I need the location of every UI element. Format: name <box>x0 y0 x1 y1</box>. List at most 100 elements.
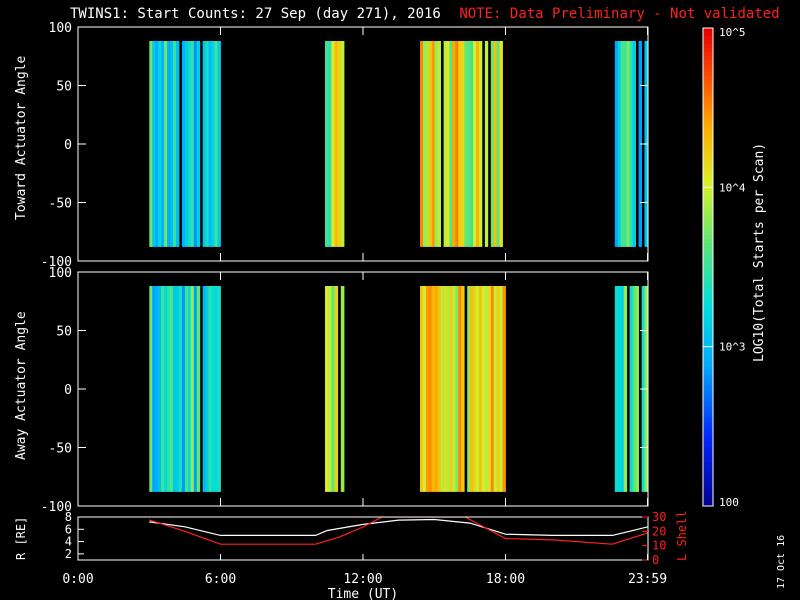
colorbar-segment <box>703 482 713 487</box>
colorbar-segment <box>703 314 713 320</box>
colorbar-segment <box>703 183 713 188</box>
orbit-ytick-right-label: 30 <box>652 510 666 524</box>
toward-block-0-column <box>176 41 180 247</box>
toward-block-2-column <box>425 41 430 247</box>
colorbar-segment <box>703 59 713 65</box>
colorbar-segment <box>703 278 713 284</box>
colorbar-segment <box>703 203 713 208</box>
away-block-2-column <box>437 286 441 492</box>
toward-block-2-column <box>499 41 503 247</box>
toward-block-0-column <box>205 41 210 247</box>
toward-block-0-column <box>190 41 195 247</box>
colorbar-segment <box>703 370 713 376</box>
colorbar-segment <box>703 259 713 264</box>
colorbar-segment <box>703 143 713 148</box>
toward-ytick-label: 100 <box>49 21 72 36</box>
colorbar-segment <box>703 402 713 407</box>
away-block-1-column <box>334 286 339 492</box>
colorbar-segment <box>703 410 713 415</box>
orbit-lshell-line <box>149 517 648 545</box>
away-block-2-column <box>470 286 474 492</box>
away-block-2-column <box>425 286 430 492</box>
colorbar: 10^5 10^4 10^3 100 <box>702 26 746 509</box>
toward-block-3-column <box>629 41 633 247</box>
colorbar-segment <box>703 422 713 427</box>
orbit-ytick-right-label: 0 <box>652 553 659 567</box>
orbit-xtick-label: 18:00 <box>486 572 525 587</box>
away-block-2-column <box>420 286 424 492</box>
colorbar-segment <box>703 454 713 459</box>
away-block-1-column <box>325 286 329 492</box>
orbit-ytick-left-label: 8 <box>65 510 72 524</box>
away-block-0-column <box>155 286 159 492</box>
away-block-0-column <box>170 286 174 492</box>
toward-block-0-column <box>217 41 221 247</box>
away-block-2-column <box>467 286 471 492</box>
colorbar-segment <box>703 450 713 455</box>
colorbar-segment <box>703 350 713 356</box>
toward-block-2-column <box>449 41 453 247</box>
toward-block-3-column <box>623 41 628 247</box>
colorbar-segment <box>703 274 713 280</box>
colorbar-segment <box>703 478 713 483</box>
colorbar-segment <box>703 155 713 160</box>
away-block-2-column <box>431 286 436 492</box>
away-block-2-column <box>449 286 453 492</box>
colorbar-segment <box>703 171 713 176</box>
colorbar-segment <box>703 175 713 180</box>
away-block-2-column <box>481 286 486 492</box>
colorbar-segment <box>703 28 713 33</box>
toward-block-0-column <box>196 41 201 247</box>
toward-block-3-column <box>617 41 622 247</box>
away-block-2-column <box>499 286 503 492</box>
away-block-0-column <box>164 286 168 492</box>
away-block-2-column <box>422 286 427 492</box>
away-block-2-column <box>473 286 477 492</box>
colorbar-segment <box>703 490 713 495</box>
toward-block-0-column <box>211 41 215 247</box>
colorbar-segment <box>703 398 713 403</box>
toward-ytick-label: 50 <box>56 80 72 95</box>
colorbar-segment <box>703 322 713 328</box>
colorbar-segment <box>703 498 713 503</box>
toward-block-2-column <box>493 41 497 247</box>
away-block-2-column <box>461 286 465 492</box>
away-block-0-column <box>208 286 212 492</box>
colorbar-segment <box>703 358 713 364</box>
colorbar-segment <box>703 119 713 125</box>
colorbar-segment <box>703 179 713 184</box>
orbit-ytick-left-label: 4 <box>65 535 72 549</box>
colorbar-segment <box>703 211 713 216</box>
away-block-0-column <box>217 286 221 492</box>
toward-block-0-column <box>161 41 165 247</box>
colorbar-segment <box>703 330 713 336</box>
preliminary-note: NOTE: Data Preliminary - Not validated <box>459 6 780 22</box>
away-block-3-column <box>635 286 639 492</box>
colorbar-segment <box>703 282 713 288</box>
colorbar-segment <box>703 255 713 260</box>
colorbar-segment <box>703 223 713 228</box>
toward-block-0-column <box>158 41 162 247</box>
colorbar-segment <box>703 494 713 499</box>
colorbar-segment <box>703 71 713 77</box>
toward-block-0-column <box>184 41 189 247</box>
colorbar-segment <box>703 446 713 451</box>
toward-block-1-column <box>328 41 332 247</box>
toward-block-2-column <box>490 41 495 247</box>
colorbar-segment <box>703 382 713 387</box>
colorbar-tick-label: 100 <box>719 496 739 509</box>
away-block-0-column <box>149 286 153 492</box>
colorbar-segment <box>703 43 713 49</box>
toward-block-0-column <box>155 41 159 247</box>
toward-block-0-column <box>187 41 192 247</box>
toward-block-2-column <box>461 41 465 247</box>
colorbar-segment <box>703 247 713 252</box>
colorbar-segment <box>703 163 713 168</box>
toward-block-2-column <box>455 41 459 247</box>
away-block-0-column <box>196 286 201 492</box>
colorbar-segment <box>703 430 713 435</box>
away-block-2-column <box>476 286 480 492</box>
away-block-0-column <box>214 286 218 492</box>
away-block-2-column <box>458 286 462 492</box>
